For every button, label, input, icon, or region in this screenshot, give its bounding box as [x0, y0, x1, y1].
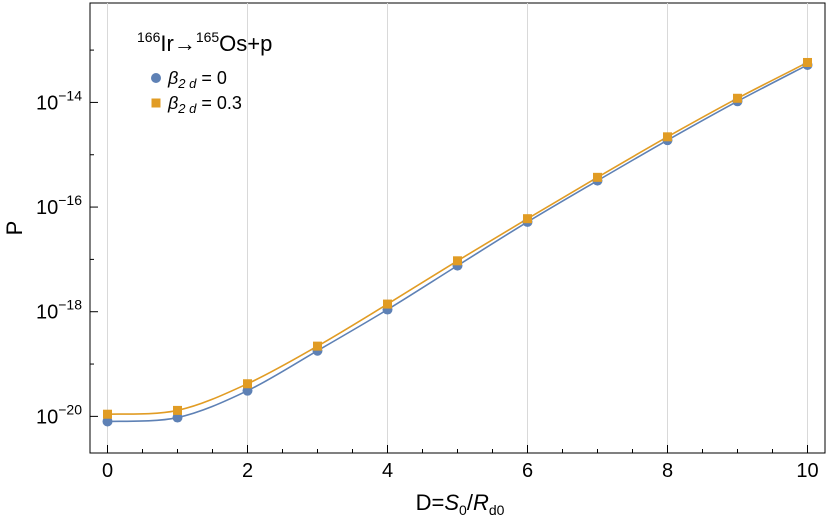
x-tick-label: 2 [242, 460, 253, 482]
legend: β2 d = 0 β2 d = 0.3 [151, 68, 242, 116]
x-axis-label-den: R [473, 490, 489, 515]
reaction-arrow: → [174, 31, 196, 56]
series-2-point [383, 299, 392, 309]
legend-value-2: = 0.3 [196, 93, 242, 113]
series-2-point [733, 93, 742, 103]
x-axis-label-num-sub: 0 [459, 502, 467, 518]
data-points [102, 57, 813, 427]
reaction-annotation: 166Ir→165Os+p [137, 29, 272, 56]
legend-value-1: = 0 [196, 68, 227, 88]
series-1-point [172, 412, 183, 423]
parent-mass-number: 166 [137, 29, 161, 45]
x-tick-label: 4 [382, 460, 393, 482]
series-2-point [103, 409, 112, 419]
x-tick-label: 10 [796, 460, 818, 482]
x-tick-label: 6 [522, 460, 533, 482]
series-1-curve [107, 64, 808, 423]
series-2-point [803, 57, 812, 67]
legend-subscript-1: 2 d [177, 76, 197, 91]
x-tick-label: 0 [102, 460, 113, 482]
series-2-curve [107, 61, 808, 416]
daughter-mass-number: 165 [196, 29, 220, 45]
x-axis-label: D=S0/Rd0 [416, 490, 505, 518]
legend-subscript-2: 2 d [177, 101, 197, 116]
grid [107, 3, 808, 453]
series-2-point [453, 256, 462, 266]
legend-label-series-2: β2 d = 0.3 [167, 93, 242, 116]
series-2-point [523, 214, 532, 224]
x-tick-label: 8 [662, 460, 673, 482]
series-2-point [663, 132, 672, 142]
y-tick-label: 10−18 [36, 297, 82, 324]
y-tick-label: 10−14 [36, 87, 82, 114]
axis-ticks: 0 2 4 6 8 10 10−20 10−18 10−16 10−14 [36, 49, 819, 482]
x-axis-label-den-sub: d0 [489, 502, 505, 518]
legend-label-series-1: β2 d = 0 [167, 68, 227, 91]
parent-nucleus: Ir [160, 31, 173, 56]
y-axis-label: P [2, 221, 27, 236]
y-tick-label: 10−16 [36, 192, 82, 219]
x-axis-label-num: S [444, 490, 459, 515]
series-1-point [102, 416, 113, 427]
y-tick-label: 10−20 [36, 401, 82, 428]
x-axis-label-slash: / [467, 490, 474, 515]
legend-symbol-1: β [167, 68, 178, 88]
fit-curves [107, 61, 808, 423]
legend-marker-series-2 [151, 98, 161, 108]
legend-symbol-2: β [167, 93, 178, 113]
emitted-particle: +p [247, 31, 272, 56]
series-2-point [593, 172, 602, 182]
legend-marker-series-1 [151, 73, 161, 83]
series-2-point [173, 405, 182, 415]
series-2-point [313, 341, 322, 351]
series-2-point [243, 379, 252, 389]
daughter-nucleus: Os [219, 31, 247, 56]
x-axis-label-prefix: D= [416, 490, 445, 515]
